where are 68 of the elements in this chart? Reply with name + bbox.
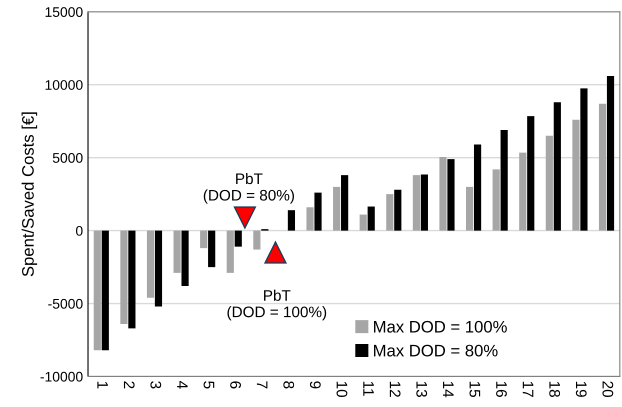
x-tick-label: 5 [204,381,214,388]
bar [226,230,234,273]
bar [94,230,101,350]
y-tick-label: -10000 [40,372,83,382]
bar [306,207,314,231]
bar [341,175,348,231]
x-tick-label: 19 [576,382,587,397]
x-tick-label: 16 [496,382,507,397]
bar [120,230,128,324]
x-tick-label: 7 [256,381,268,388]
bar [333,186,340,231]
x-tick-label: 10 [336,382,348,398]
bar [368,206,375,231]
bar [580,88,588,231]
bar [181,230,189,286]
x-tick-label: 3 [150,381,162,388]
bar [394,190,402,231]
x-tick-label: 6 [230,381,241,388]
bar [102,230,109,350]
bar [527,116,534,231]
bar [288,210,296,231]
x-tick-label: 17 [522,382,534,397]
bar [447,159,455,231]
bar [500,130,508,231]
y-tick-label: 5000 [52,153,83,163]
x-tick-label: 9 [310,381,321,388]
y-tick-label: 10000 [46,80,83,90]
bar [253,230,260,250]
bar [412,175,420,231]
annotation: PbT (DOD = 80%) [204,172,294,204]
bar [128,230,136,328]
bar [546,136,553,231]
bar [200,230,208,248]
y-tick-label: 0 [76,226,83,236]
x-tick-label: 18 [549,382,560,397]
annotation: PbT (DOD = 100%) [227,290,326,320]
y-tick-label: 15000 [46,7,83,17]
bar [572,120,580,231]
y-axis-title: Spent/Saved Costs [€] [22,112,38,276]
x-tick-label: 2 [124,381,135,388]
bar [360,214,367,231]
bar [554,102,561,231]
bar [439,156,447,231]
bar [420,174,428,231]
bar [208,230,216,268]
x-tick-label: 4 [177,380,188,389]
bar [466,186,474,231]
bar [474,144,482,231]
legend-label: Max DOD = 80% [374,344,498,357]
x-tick-label: 12 [390,382,401,397]
legend-label: Max DOD = 100% [374,320,507,333]
bar [154,230,162,306]
y-tick-label: -5000 [48,298,83,309]
bar [146,230,154,298]
bar [314,192,322,231]
bar [519,152,526,231]
x-tick-label: 1 [97,382,108,388]
x-tick-label: 8 [283,381,294,388]
bar [386,194,394,231]
x-tick-label: 15 [469,382,480,397]
x-tick-label: 11 [363,382,374,396]
x-tick-label: 13 [416,382,428,397]
bar [606,76,614,231]
x-tick-label: 20 [602,381,614,398]
x-tick-label: 14 [443,382,454,398]
bar [598,104,606,231]
bar [492,169,500,231]
bar [174,230,181,273]
